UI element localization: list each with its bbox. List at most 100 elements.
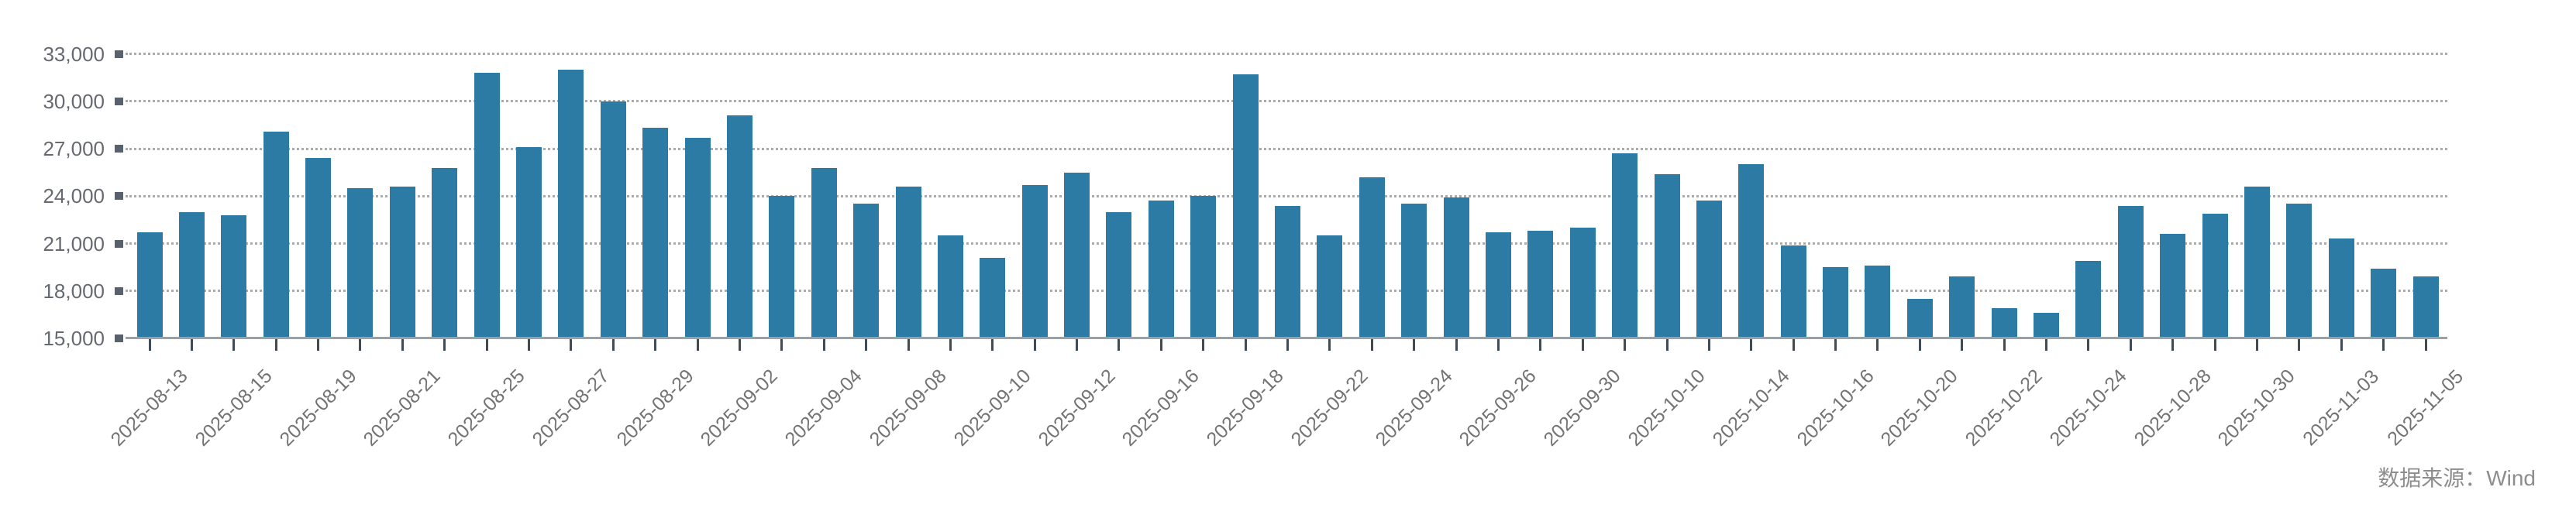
bar[interactable] — [389, 187, 415, 337]
x-axis-label: 2025-11-05 — [2383, 365, 2468, 451]
x-axis-tick — [1581, 339, 1584, 351]
bar[interactable] — [1569, 228, 1596, 337]
x-axis-label: 2025-11-03 — [2299, 365, 2384, 451]
bar[interactable] — [2160, 234, 2186, 337]
bar[interactable] — [178, 211, 205, 337]
bar[interactable] — [516, 146, 542, 337]
bar[interactable] — [726, 115, 752, 337]
x-axis-label: 2025-10-28 — [2130, 365, 2216, 451]
bar[interactable] — [1823, 267, 1849, 337]
x-axis-label: 2025-09-26 — [1455, 365, 1541, 451]
bar[interactable] — [1991, 308, 2017, 337]
bar[interactable] — [853, 204, 880, 337]
y-axis-tick-square — [115, 97, 123, 105]
x-axis-tick — [148, 339, 151, 351]
bar[interactable] — [895, 187, 921, 337]
bar[interactable] — [2075, 260, 2102, 337]
x-axis-label: 2025-08-19 — [275, 365, 361, 451]
x-axis-label: 2025-09-04 — [780, 365, 866, 451]
x-axis-tick — [190, 339, 193, 351]
x-axis-tick — [1707, 339, 1710, 351]
bar[interactable] — [1527, 231, 1554, 337]
bar[interactable] — [600, 101, 626, 337]
bar[interactable] — [2412, 276, 2439, 337]
y-axis-tick-square — [115, 50, 123, 58]
bar[interactable] — [1612, 153, 1638, 337]
bar[interactable] — [684, 137, 711, 337]
x-axis-tick — [991, 339, 994, 351]
x-axis-label: 2025-08-29 — [612, 365, 698, 451]
bar[interactable] — [642, 128, 669, 337]
bar[interactable] — [558, 69, 584, 337]
bar[interactable] — [1696, 201, 1722, 337]
bar[interactable] — [1232, 74, 1259, 337]
x-axis-tick — [907, 339, 910, 351]
bar[interactable] — [1317, 235, 1343, 337]
x-axis-tick — [1455, 339, 1458, 351]
x-axis-label: 2025-09-08 — [865, 365, 951, 451]
bar[interactable] — [2202, 213, 2228, 337]
x-axis-label: 2025-08-15 — [191, 365, 277, 451]
bar[interactable] — [2328, 238, 2354, 337]
bar[interactable] — [474, 73, 500, 337]
x-axis-tick — [2171, 339, 2175, 351]
bar[interactable] — [2371, 269, 2397, 337]
bar[interactable] — [2244, 187, 2270, 337]
bar[interactable] — [980, 257, 1006, 337]
bar[interactable] — [221, 214, 247, 337]
bar[interactable] — [2117, 205, 2144, 337]
x-axis-tick — [1033, 339, 1036, 351]
x-axis-tick — [1244, 339, 1247, 351]
y-axis-tick-square — [115, 334, 123, 342]
x-axis-label: 2025-10-22 — [1961, 365, 2047, 451]
bar[interactable] — [1106, 211, 1132, 337]
bar[interactable] — [432, 167, 458, 337]
bar[interactable] — [1949, 276, 1975, 337]
bar[interactable] — [1359, 177, 1385, 337]
x-axis-tick — [738, 339, 741, 351]
x-axis-label: 2025-10-10 — [1624, 365, 1710, 451]
bar[interactable] — [769, 196, 795, 337]
bar[interactable] — [1148, 201, 1174, 337]
bar[interactable] — [1021, 184, 1048, 337]
bar[interactable] — [2034, 313, 2059, 337]
x-axis-label: 2025-10-16 — [1793, 365, 1879, 451]
bar[interactable] — [1485, 232, 1511, 337]
x-axis-tick — [1413, 339, 1416, 351]
x-axis-label: 2025-10-24 — [2045, 365, 2131, 451]
bar[interactable] — [305, 158, 332, 337]
x-axis-tick — [232, 339, 236, 351]
x-axis-label: 2025-10-30 — [2213, 365, 2300, 451]
x-axis-tick — [1286, 339, 1289, 351]
bar[interactable] — [1190, 196, 1217, 337]
x-axis-tick — [1918, 339, 1921, 351]
bar[interactable] — [937, 235, 963, 337]
bar[interactable] — [1064, 172, 1090, 337]
x-axis-tick — [1750, 339, 1753, 351]
bar[interactable] — [811, 167, 837, 337]
bar[interactable] — [1275, 205, 1300, 337]
y-axis-tick-square — [115, 192, 123, 201]
bar[interactable] — [1906, 298, 1933, 337]
x-axis-tick — [1539, 339, 1542, 351]
bar[interactable] — [1865, 266, 1891, 337]
x-axis-tick — [822, 339, 825, 351]
x-axis-tick — [1834, 339, 1837, 351]
bar[interactable] — [263, 131, 289, 337]
x-axis-tick — [1961, 339, 1964, 351]
data-source-label: 数据来源：Wind — [2378, 466, 2536, 490]
x-axis-label: 2025-09-16 — [1118, 365, 1204, 451]
bar[interactable] — [1780, 245, 1806, 337]
bar[interactable] — [1443, 197, 1469, 337]
x-axis-label: 2025-09-24 — [1371, 365, 1457, 451]
x-axis-tick — [1118, 339, 1121, 351]
bar[interactable] — [2286, 204, 2313, 337]
bar[interactable] — [347, 188, 374, 337]
x-axis-tick — [865, 339, 868, 351]
x-axis-label: 2025-09-10 — [949, 365, 1035, 451]
bar[interactable] — [1401, 204, 1427, 337]
bar[interactable] — [1654, 173, 1680, 337]
bar[interactable] — [136, 232, 163, 337]
bar[interactable] — [1738, 164, 1765, 337]
x-axis-tick — [1665, 339, 1669, 351]
